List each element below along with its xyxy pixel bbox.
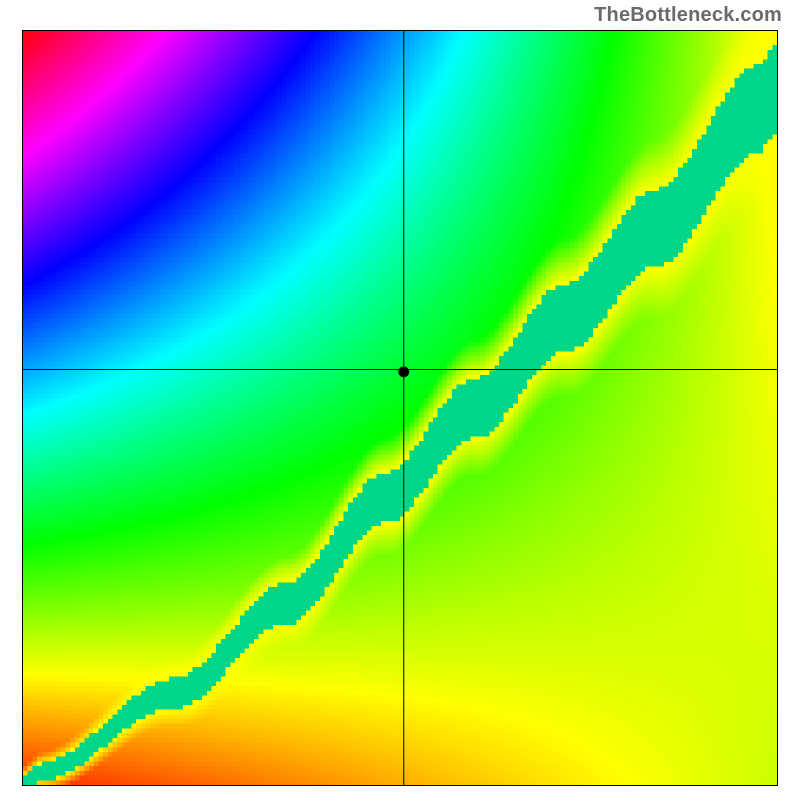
plot-area — [22, 30, 778, 786]
chart-container: TheBottleneck.com — [0, 0, 800, 800]
bottleneck-heatmap — [23, 31, 777, 785]
watermark-label: TheBottleneck.com — [594, 4, 782, 27]
